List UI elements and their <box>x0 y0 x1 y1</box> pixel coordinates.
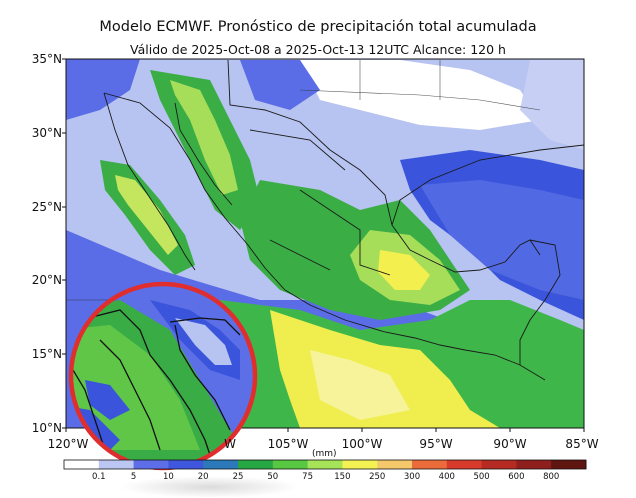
colorbar-swatch <box>238 460 274 469</box>
colorbar-swatch <box>203 460 239 469</box>
colorbar-swatch <box>481 460 517 469</box>
lat-label-15: 15°N <box>31 347 62 361</box>
zoom-inset <box>68 281 258 471</box>
colorbar-tick-label: 500 <box>473 472 490 482</box>
colorbar-swatch <box>516 460 552 469</box>
colorbar-swatch <box>307 460 343 469</box>
bottom-shadow <box>120 476 300 498</box>
colorbar-swatch <box>98 460 135 469</box>
colorbar-swatch <box>377 460 413 469</box>
colorbar-tick-label: 300 <box>403 472 421 482</box>
colorbar-tick-label: 0.1 <box>92 472 106 482</box>
lat-label-10: 10°N <box>31 421 62 435</box>
colorbar <box>63 459 587 470</box>
colorbar-swatch <box>133 460 169 469</box>
colorbar-swatch <box>342 460 378 469</box>
colorbar-swatch <box>272 460 309 469</box>
map-title: Modelo ECMWF. Pronóstico de precipitació… <box>99 19 537 35</box>
lat-label-35: 35°N <box>31 52 62 66</box>
lon-label-85: 85°W <box>565 437 599 451</box>
lon-label-120: 120°W <box>47 437 89 451</box>
precipitation-field <box>66 59 584 428</box>
lon-label-110-partial: W <box>224 437 236 451</box>
lat-label-20: 20°N <box>31 273 62 287</box>
colorbar-frame <box>63 459 587 470</box>
colorbar-swatch <box>168 460 204 469</box>
lat-label-30: 30°N <box>31 126 62 140</box>
colorbar-tick-label: 800 <box>543 472 560 482</box>
lon-label-95: 95°W <box>419 437 453 451</box>
map-frame <box>65 58 585 429</box>
colorbar-unit: (mm) <box>312 449 337 459</box>
coastlines <box>103 59 584 381</box>
lat-label-25: 25°N <box>31 200 62 214</box>
colorbar-tick-label: 75 <box>302 472 314 482</box>
colorbar-swatch <box>412 460 448 469</box>
colorbar-tick-label: 600 <box>508 472 525 482</box>
colorbar-swatch <box>551 460 587 469</box>
colorbar-swatch <box>64 460 100 469</box>
colorbar-tick-label: 150 <box>334 472 351 482</box>
colorbar-tick-label: 250 <box>369 472 386 482</box>
lon-label-100: 100°W <box>341 437 383 451</box>
lon-label-105: 105°W <box>267 437 309 451</box>
colorbar-swatch <box>446 460 483 469</box>
map-subtitle: Válido de 2025-Oct-08 a 2025-Oct-13 12UT… <box>130 42 506 57</box>
lon-label-90: 90°W <box>493 437 527 451</box>
colorbar-tick-label: 400 <box>438 472 455 482</box>
